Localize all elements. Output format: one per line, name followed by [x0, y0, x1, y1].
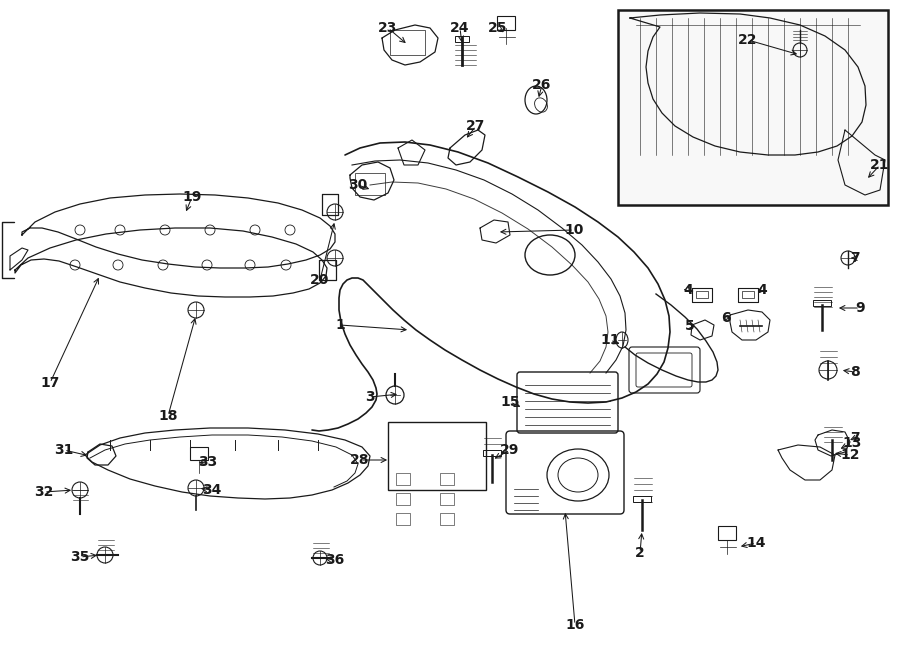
Text: 7: 7 [850, 431, 860, 445]
Text: 1: 1 [335, 318, 345, 332]
Text: 35: 35 [70, 550, 90, 564]
Bar [813, 300, 831, 306]
Text: 30: 30 [348, 178, 367, 192]
Text: 18: 18 [158, 409, 178, 423]
Bar [190, 447, 208, 460]
Text: 32: 32 [34, 485, 54, 499]
Text: 31: 31 [54, 443, 74, 457]
Text: 23: 23 [378, 21, 398, 35]
Text: 17: 17 [40, 376, 59, 390]
Text: 33: 33 [198, 455, 218, 469]
Text: 9: 9 [855, 301, 865, 315]
Text: 6: 6 [721, 311, 731, 325]
Bar [390, 30, 425, 55]
Text: 36: 36 [326, 553, 345, 567]
Text: 22: 22 [738, 33, 758, 47]
Text: 29: 29 [500, 443, 519, 457]
Bar [718, 526, 736, 540]
Bar [497, 16, 515, 30]
Text: 26: 26 [532, 78, 552, 92]
Bar [742, 291, 754, 298]
Text: 19: 19 [183, 190, 202, 204]
Bar [618, 10, 888, 205]
Text: 5: 5 [685, 319, 695, 333]
Text: 12: 12 [841, 448, 859, 462]
Bar [396, 513, 410, 525]
Text: 8: 8 [850, 365, 860, 379]
Text: 11: 11 [600, 333, 620, 347]
Text: 2: 2 [635, 546, 645, 560]
Text: 34: 34 [202, 483, 221, 497]
Text: 10: 10 [564, 223, 584, 237]
Bar [483, 450, 501, 456]
Bar [388, 422, 486, 490]
Bar [455, 36, 469, 42]
Bar [396, 473, 410, 485]
Text: 13: 13 [842, 436, 861, 450]
Text: 25: 25 [488, 21, 508, 35]
Text: 4: 4 [757, 283, 767, 297]
Text: 16: 16 [565, 618, 585, 632]
Bar [396, 493, 410, 505]
Bar [633, 496, 651, 502]
Text: 28: 28 [350, 453, 370, 467]
Text: 3: 3 [365, 390, 374, 404]
Bar [696, 291, 708, 298]
Text: 21: 21 [870, 158, 890, 172]
Text: 4: 4 [683, 283, 693, 297]
Bar [440, 513, 454, 525]
Text: 7: 7 [850, 251, 860, 265]
Bar [440, 473, 454, 485]
Text: 20: 20 [310, 273, 329, 287]
Text: 15: 15 [500, 395, 520, 409]
Text: 14: 14 [746, 536, 766, 550]
Bar [355, 173, 385, 195]
Text: 24: 24 [450, 21, 470, 35]
Bar [440, 493, 454, 505]
Text: 27: 27 [466, 119, 486, 133]
